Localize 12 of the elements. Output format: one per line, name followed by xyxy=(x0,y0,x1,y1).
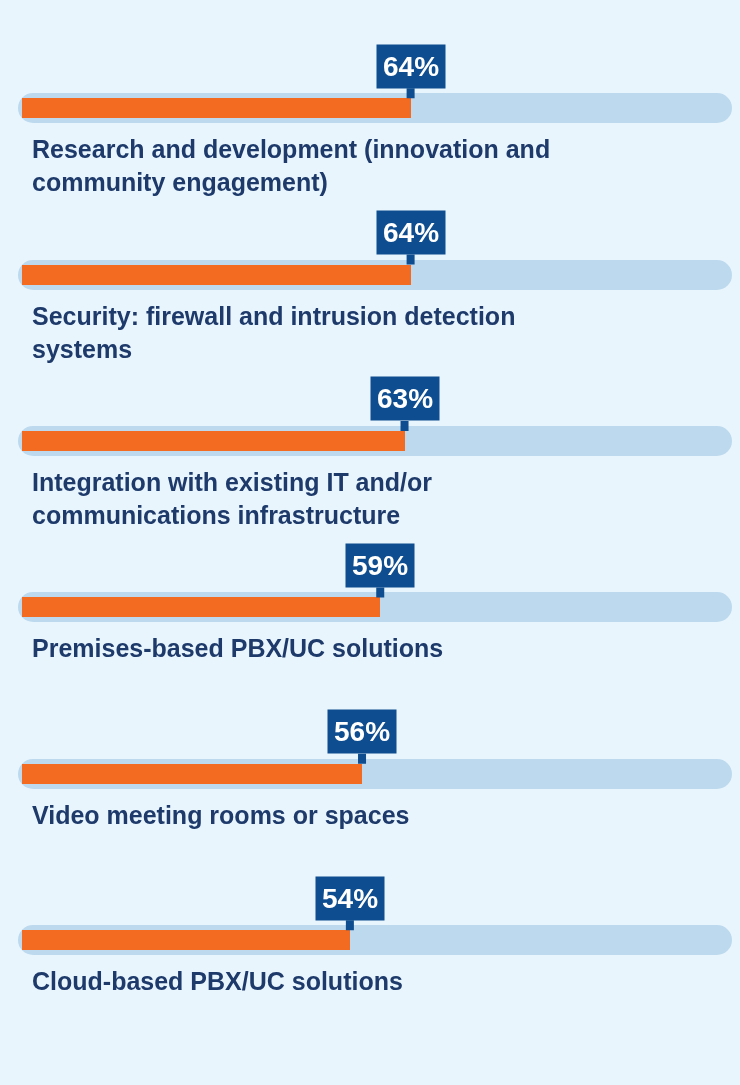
y-tick-label: Integration with existing IT and/or communications infrastructure xyxy=(32,468,433,529)
y-tick-label: Security: firewall and intrusion detection systems xyxy=(32,302,516,363)
y-tick-label: Cloud-based PBX/UC solutions xyxy=(32,967,403,995)
y-tick-label: Premises-based PBX/UC solutions xyxy=(32,634,444,662)
data-label: 63% xyxy=(377,383,434,414)
data-label: 54% xyxy=(322,883,379,914)
data-label: 59% xyxy=(352,550,409,581)
data-label: 64% xyxy=(383,51,440,82)
y-tick-label: Video meeting rooms or spaces xyxy=(32,801,410,829)
y-tick-label: Research and development (innovation and community engagement) xyxy=(32,135,551,196)
data-label: 64% xyxy=(383,217,440,248)
data-label: 56% xyxy=(334,716,391,747)
